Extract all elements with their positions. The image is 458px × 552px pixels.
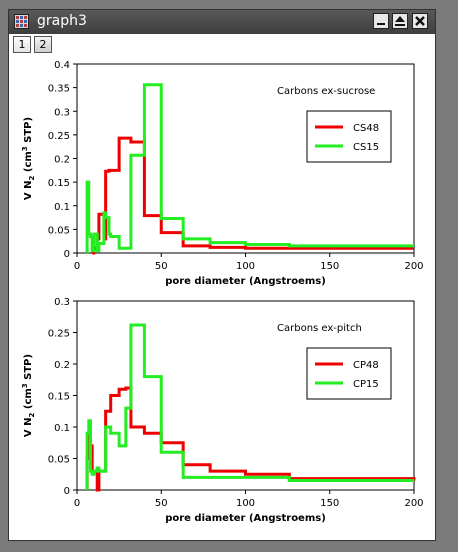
y-tick-label: 0.25 (48, 131, 70, 142)
close-icon (415, 16, 425, 26)
y-tick-label: 0 (64, 486, 70, 497)
minimize-icon (377, 23, 385, 25)
y-tick-label: 0.2 (54, 155, 70, 166)
y-axis-label: V N2 (cm3 STP) (21, 117, 36, 200)
graph-window: graph3 1 2 0 0.05 0.1 0.15 0.2 0.25 0.3 0.35 0.4… (8, 9, 436, 541)
x-tick-label: 100 (236, 498, 255, 509)
legend-box (306, 347, 392, 400)
window-titlebar[interactable]: graph3 (9, 10, 435, 34)
y-tick-label: 0.3 (54, 107, 70, 118)
y-tick-label: 0.4 (54, 60, 70, 71)
tab-1[interactable]: 1 (13, 36, 31, 53)
x-tick-label: 200 (404, 261, 423, 272)
x-tick-label: 0 (74, 261, 80, 272)
chart-sucrose: 0 0.05 0.1 0.15 0.2 0.25 0.3 0.35 0.4 0 50 100 150 20… (21, 60, 424, 287)
y-tick-label: 0.25 (48, 329, 70, 340)
series-cp15-line (85, 323, 414, 490)
series-cs15-line (85, 83, 414, 253)
x-axis-label: pore diameter (Angstroems) (165, 276, 326, 287)
x-tick-label: 50 (155, 261, 168, 272)
y-axis-label: V N2 (cm3 STP) (21, 354, 36, 437)
chart-title: Carbons ex-pitch (277, 323, 362, 334)
x-tick-label: 150 (320, 498, 339, 509)
chart-pitch: 0 0.05 0.1 0.15 0.2 0.25 0.3 0 50 100 150 200 pore d… (21, 297, 424, 524)
app-icon (14, 14, 29, 29)
tab-bar: 1 2 (9, 34, 435, 56)
y-tick-label: 0.15 (48, 392, 70, 403)
x-tick-label: 150 (320, 261, 339, 272)
window-title: graph3 (37, 13, 87, 29)
chart-title: Carbons ex-sucrose (277, 86, 375, 97)
x-tick-label: 0 (74, 498, 80, 509)
x-axis-label: pore diameter (Angstroems) (165, 513, 326, 524)
y-tick-label: 0.2 (54, 360, 70, 371)
y-tick-label: 0 (64, 249, 70, 260)
minimize-button[interactable] (373, 13, 389, 29)
x-tick-label: 100 (236, 261, 255, 272)
legend-label: CS48 (353, 123, 379, 134)
series-cp48-line (85, 386, 416, 492)
y-tick-label: 0.3 (54, 297, 70, 308)
y-tick-label: 0.1 (54, 202, 70, 213)
close-button[interactable] (412, 13, 428, 29)
y-tick-label: 0.05 (48, 455, 70, 466)
y-tick-label: 0.05 (48, 225, 70, 236)
legend-label: CS15 (353, 142, 379, 153)
y-tick-label: 0.15 (48, 178, 70, 189)
x-tick-label: 200 (404, 498, 423, 509)
y-tick-label: 0.35 (48, 84, 70, 95)
maximize-icon (395, 16, 405, 26)
legend-box (306, 110, 392, 163)
legend-label: CP15 (353, 379, 379, 390)
maximize-button[interactable] (392, 13, 408, 29)
tab-2[interactable]: 2 (34, 36, 52, 53)
y-tick-label: 0.1 (54, 423, 70, 434)
legend-label: CP48 (353, 360, 379, 371)
x-tick-label: 50 (155, 498, 168, 509)
